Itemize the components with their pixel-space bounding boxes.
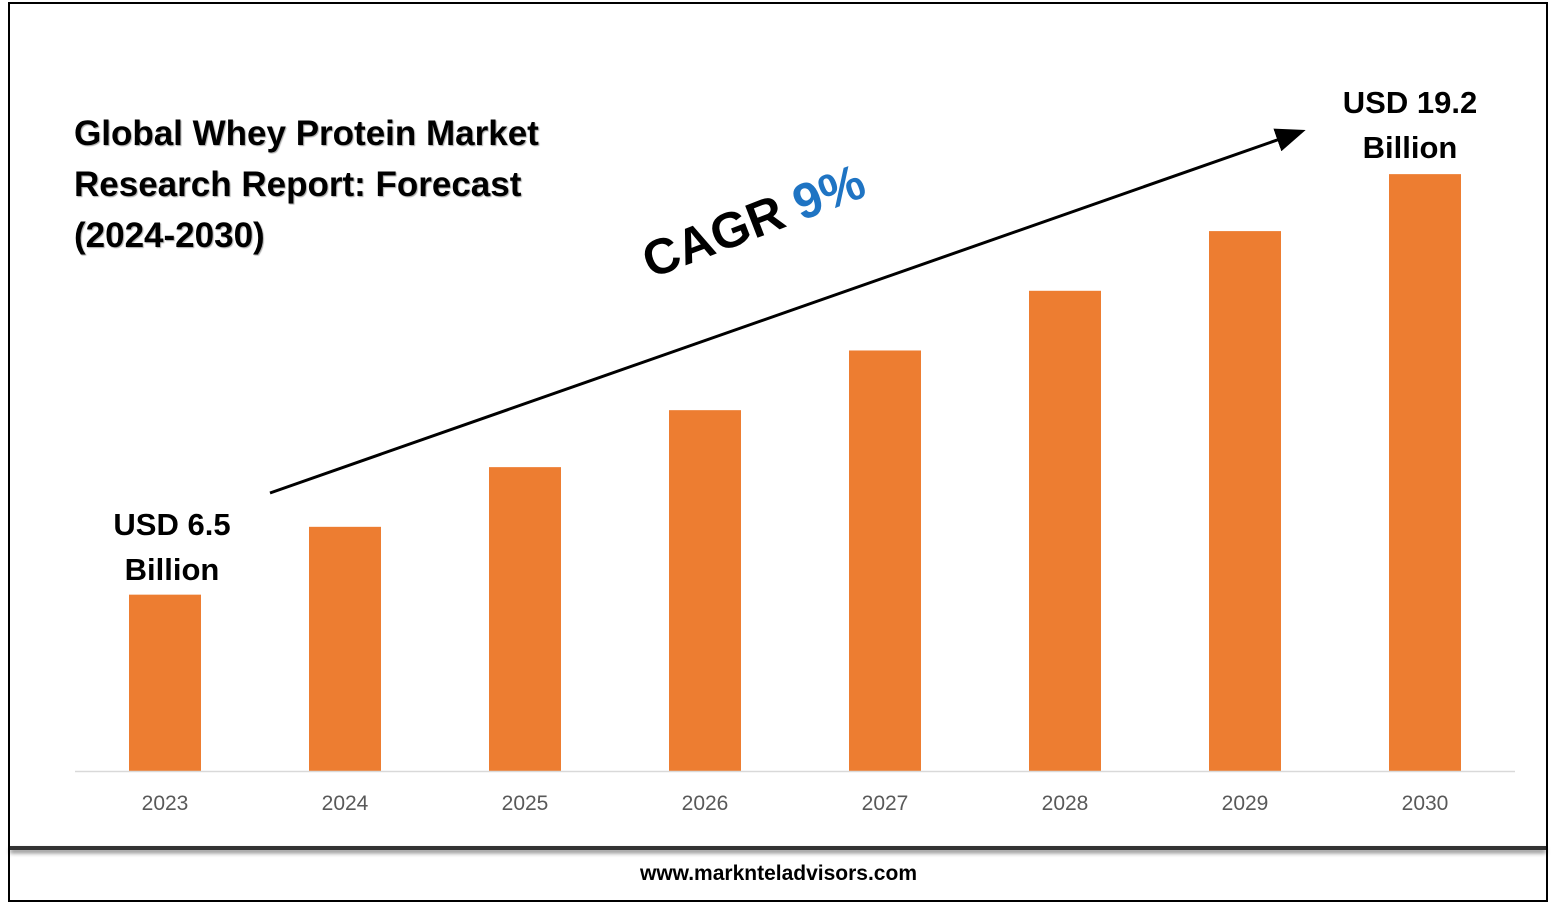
start-value-label: USD 6.5 Billion bbox=[113, 507, 231, 587]
bar-2024 bbox=[309, 526, 381, 771]
x-tick-label: 2025 bbox=[502, 792, 549, 815]
end-value-label: USD 19.2 Billion bbox=[1342, 85, 1478, 165]
bar-2026 bbox=[669, 410, 741, 771]
x-tick-label: 2027 bbox=[862, 792, 909, 815]
footer-divider bbox=[10, 846, 1546, 850]
growth-trend-arrow bbox=[269, 128, 1306, 495]
bar-2028 bbox=[1029, 290, 1101, 771]
bar-2023 bbox=[129, 594, 201, 771]
chart-title: Global Whey Protein Market Research Repo… bbox=[74, 114, 539, 255]
x-tick-label: 2024 bbox=[322, 792, 369, 815]
x-tick-label: 2023 bbox=[142, 792, 189, 815]
x-tick-label: 2026 bbox=[682, 792, 729, 815]
x-tick-label: 2030 bbox=[1402, 792, 1449, 815]
x-tick-label: 2028 bbox=[1042, 792, 1089, 815]
bar-2025 bbox=[489, 467, 561, 771]
bar-2030 bbox=[1389, 174, 1461, 771]
chart-frame bbox=[8, 2, 1548, 902]
footer-website[interactable]: www.marknteladvisors.com bbox=[640, 862, 917, 885]
bar-2029 bbox=[1209, 231, 1281, 771]
bar-2027 bbox=[849, 350, 921, 771]
x-tick-label: 2029 bbox=[1222, 792, 1269, 815]
